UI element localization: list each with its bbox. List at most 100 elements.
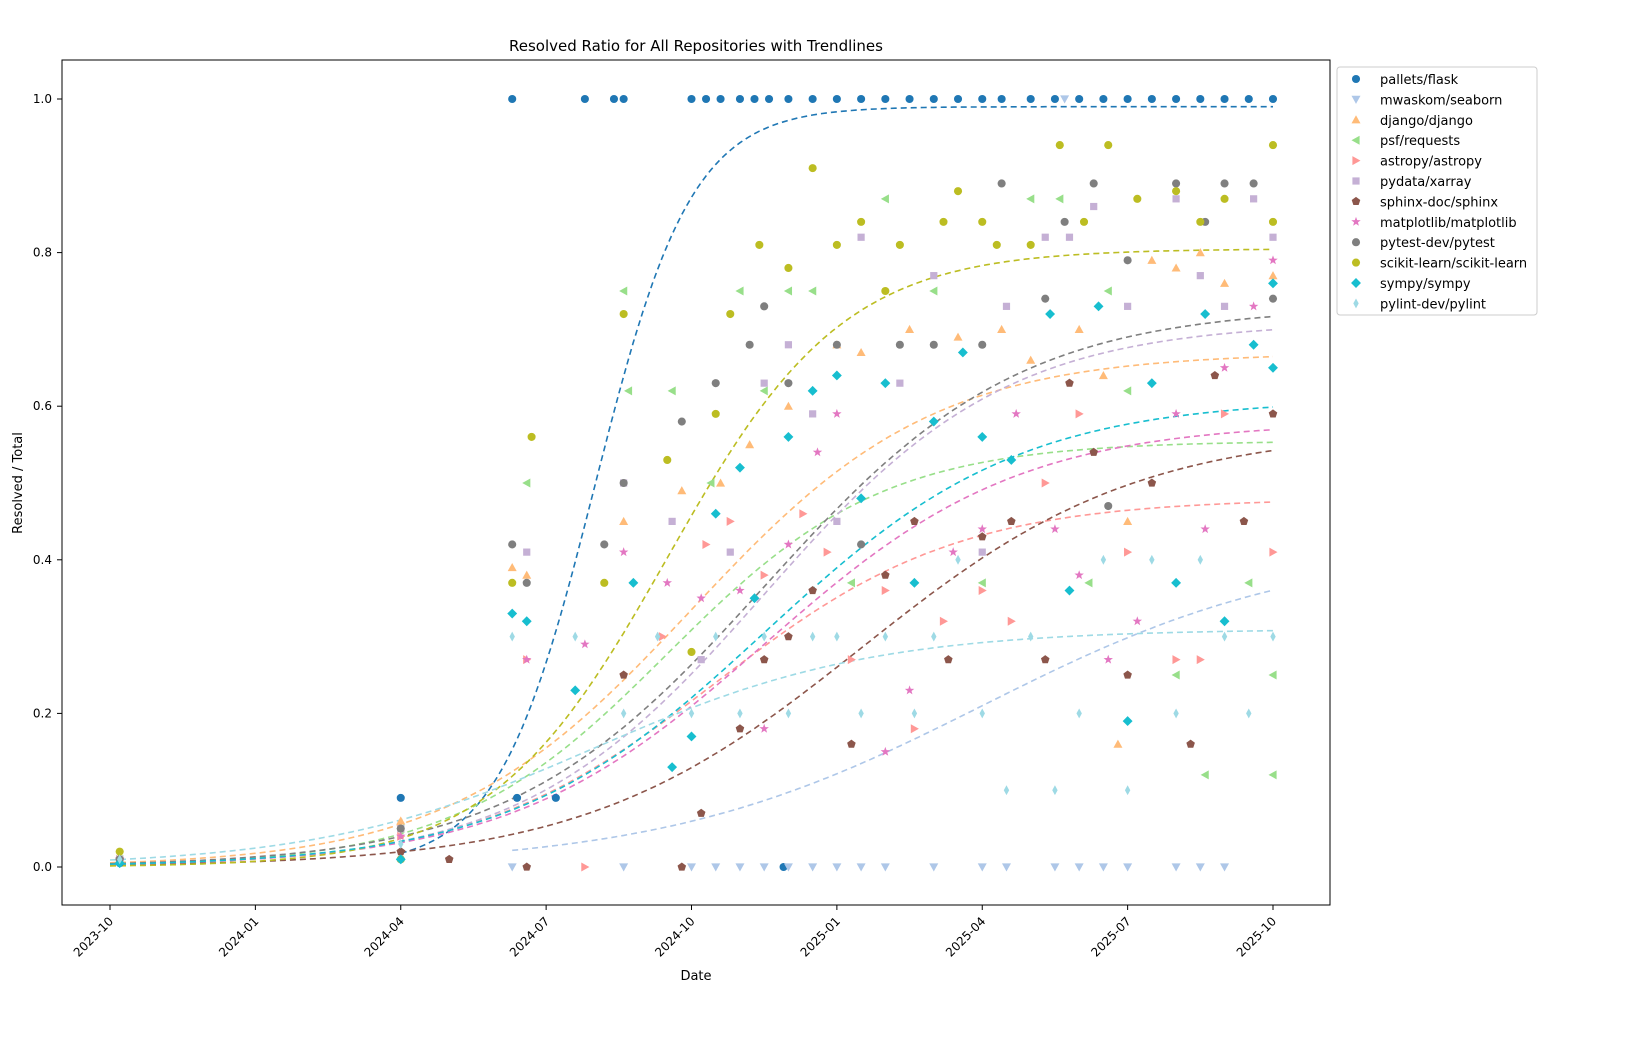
data-point (1100, 554, 1107, 565)
data-point (808, 586, 817, 595)
data-point (909, 577, 920, 588)
trendline-pydata-xarray (109, 329, 1274, 866)
data-point (1220, 863, 1230, 872)
data-point (687, 647, 696, 657)
plot-frame (61, 59, 1331, 906)
data-point (1064, 585, 1075, 596)
data-point (808, 286, 817, 296)
data-point (735, 724, 745, 733)
data-point (1007, 616, 1016, 626)
data-point (508, 578, 517, 587)
x-tick-label: 2024-04 (362, 914, 407, 959)
data-point (784, 263, 793, 273)
y-tick-label: 0.4 (33, 553, 52, 567)
data-point (880, 863, 890, 872)
data-point (856, 347, 866, 357)
data-point (1248, 301, 1259, 311)
data-point (686, 731, 697, 742)
data-point (1268, 94, 1278, 104)
trendline-pylint-dev-pylint (109, 629, 1273, 861)
data-point (1098, 370, 1108, 380)
data-point (755, 240, 764, 249)
data-point (1195, 863, 1205, 872)
data-point (881, 570, 890, 579)
data-point (1268, 294, 1278, 303)
data-point (979, 708, 985, 719)
legend-marker (1351, 135, 1360, 145)
data-point (1123, 94, 1132, 104)
data-point (1249, 179, 1258, 188)
legend-marker (1351, 115, 1361, 124)
data-point (1124, 785, 1131, 796)
legend-marker (1353, 298, 1359, 309)
data-point (881, 94, 890, 104)
data-point (1269, 233, 1277, 241)
data-point (711, 379, 720, 388)
data-point (784, 632, 793, 641)
data-point (832, 408, 842, 418)
legend-label: psf/requests (1380, 134, 1460, 149)
data-point (677, 417, 686, 426)
trendline-pytest-dev-pytest (109, 315, 1274, 865)
data-point (522, 570, 532, 579)
data-point (619, 670, 628, 679)
legend-label: sphinx-doc/sphinx (1380, 195, 1498, 210)
data-point (1090, 202, 1098, 211)
data-point (1089, 447, 1098, 456)
y-tick-label: 0.8 (33, 246, 52, 260)
data-point (688, 708, 695, 719)
legend-label: pylint-dev/pylint (1380, 297, 1486, 312)
data-point (1269, 547, 1278, 557)
data-point (896, 379, 904, 387)
data-point (619, 94, 628, 104)
data-point (977, 863, 987, 872)
data-point (716, 94, 725, 104)
data-point (857, 540, 866, 549)
data-point (696, 593, 706, 603)
trendline-matplotlib-matplotlib (109, 428, 1274, 866)
data-point (823, 547, 832, 557)
data-point (1113, 739, 1123, 748)
data-point (807, 385, 818, 396)
data-point (1196, 272, 1204, 280)
data-point (1210, 370, 1220, 380)
data-point (609, 94, 619, 104)
data-point (783, 431, 794, 442)
data-point (1195, 248, 1205, 257)
data-point (1006, 455, 1017, 465)
legend-label: pytest-dev/pytest (1380, 236, 1495, 251)
data-point (663, 455, 672, 465)
data-point (977, 578, 986, 588)
data-point (1123, 386, 1132, 396)
data-point (1268, 770, 1277, 780)
legend-label: django/django (1380, 114, 1473, 129)
data-point (978, 340, 987, 349)
x-tick-label: 2024-10 (652, 914, 697, 959)
data-point (832, 340, 841, 349)
data-point (628, 577, 639, 588)
data-point (944, 655, 953, 664)
data-point (735, 462, 745, 473)
data-point (507, 863, 517, 872)
data-point (667, 386, 676, 396)
legend-marker (1351, 196, 1361, 206)
data-point (1147, 255, 1157, 264)
data-point (1200, 309, 1211, 319)
trendline-sympy-sympy (109, 406, 1274, 865)
data-point (857, 217, 866, 226)
data-point (882, 631, 889, 642)
trendline-mwaskom-seaborn (512, 589, 1274, 852)
data-point (948, 547, 958, 557)
data-point (904, 685, 915, 695)
data-point (1124, 547, 1133, 557)
data-point (508, 94, 517, 104)
data-point (880, 378, 891, 389)
data-point (1219, 362, 1230, 372)
data-point (759, 863, 769, 872)
data-point (1248, 339, 1259, 350)
data-point (654, 631, 661, 642)
legend-box (1336, 66, 1538, 316)
data-point (620, 708, 627, 719)
x-tick-label: 2025-07 (1088, 914, 1133, 959)
data-point (1200, 770, 1209, 780)
